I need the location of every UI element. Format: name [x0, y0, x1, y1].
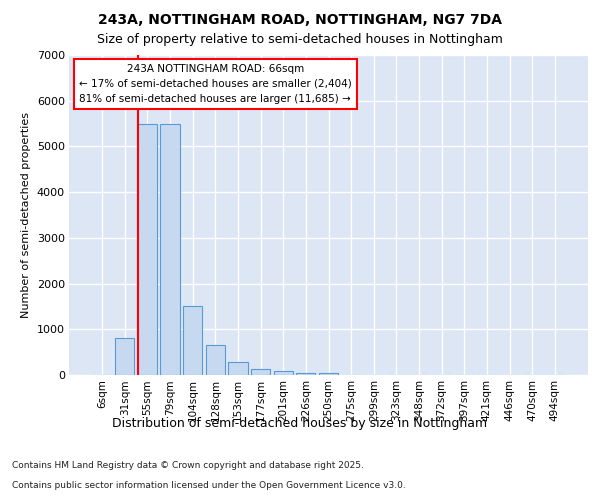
Text: Distribution of semi-detached houses by size in Nottingham: Distribution of semi-detached houses by …: [112, 418, 488, 430]
Bar: [296, 372, 316, 375]
Text: 243A NOTTINGHAM ROAD: 66sqm
← 17% of semi-detached houses are smaller (2,404)
81: 243A NOTTINGHAM ROAD: 66sqm ← 17% of sem…: [79, 64, 352, 104]
Y-axis label: Number of semi-detached properties: Number of semi-detached properties: [21, 112, 31, 318]
Bar: [229, 362, 248, 375]
Bar: [160, 124, 180, 375]
Bar: [183, 306, 202, 375]
Bar: [115, 338, 134, 375]
Bar: [206, 345, 225, 375]
Text: 243A, NOTTINGHAM ROAD, NOTTINGHAM, NG7 7DA: 243A, NOTTINGHAM ROAD, NOTTINGHAM, NG7 7…: [98, 12, 502, 26]
Text: Contains HM Land Registry data © Crown copyright and database right 2025.: Contains HM Land Registry data © Crown c…: [12, 461, 364, 470]
Bar: [251, 369, 270, 375]
Bar: [274, 372, 293, 375]
Text: Size of property relative to semi-detached houses in Nottingham: Size of property relative to semi-detach…: [97, 32, 503, 46]
Text: Contains public sector information licensed under the Open Government Licence v3: Contains public sector information licen…: [12, 481, 406, 490]
Bar: [319, 372, 338, 375]
Bar: [138, 124, 157, 375]
